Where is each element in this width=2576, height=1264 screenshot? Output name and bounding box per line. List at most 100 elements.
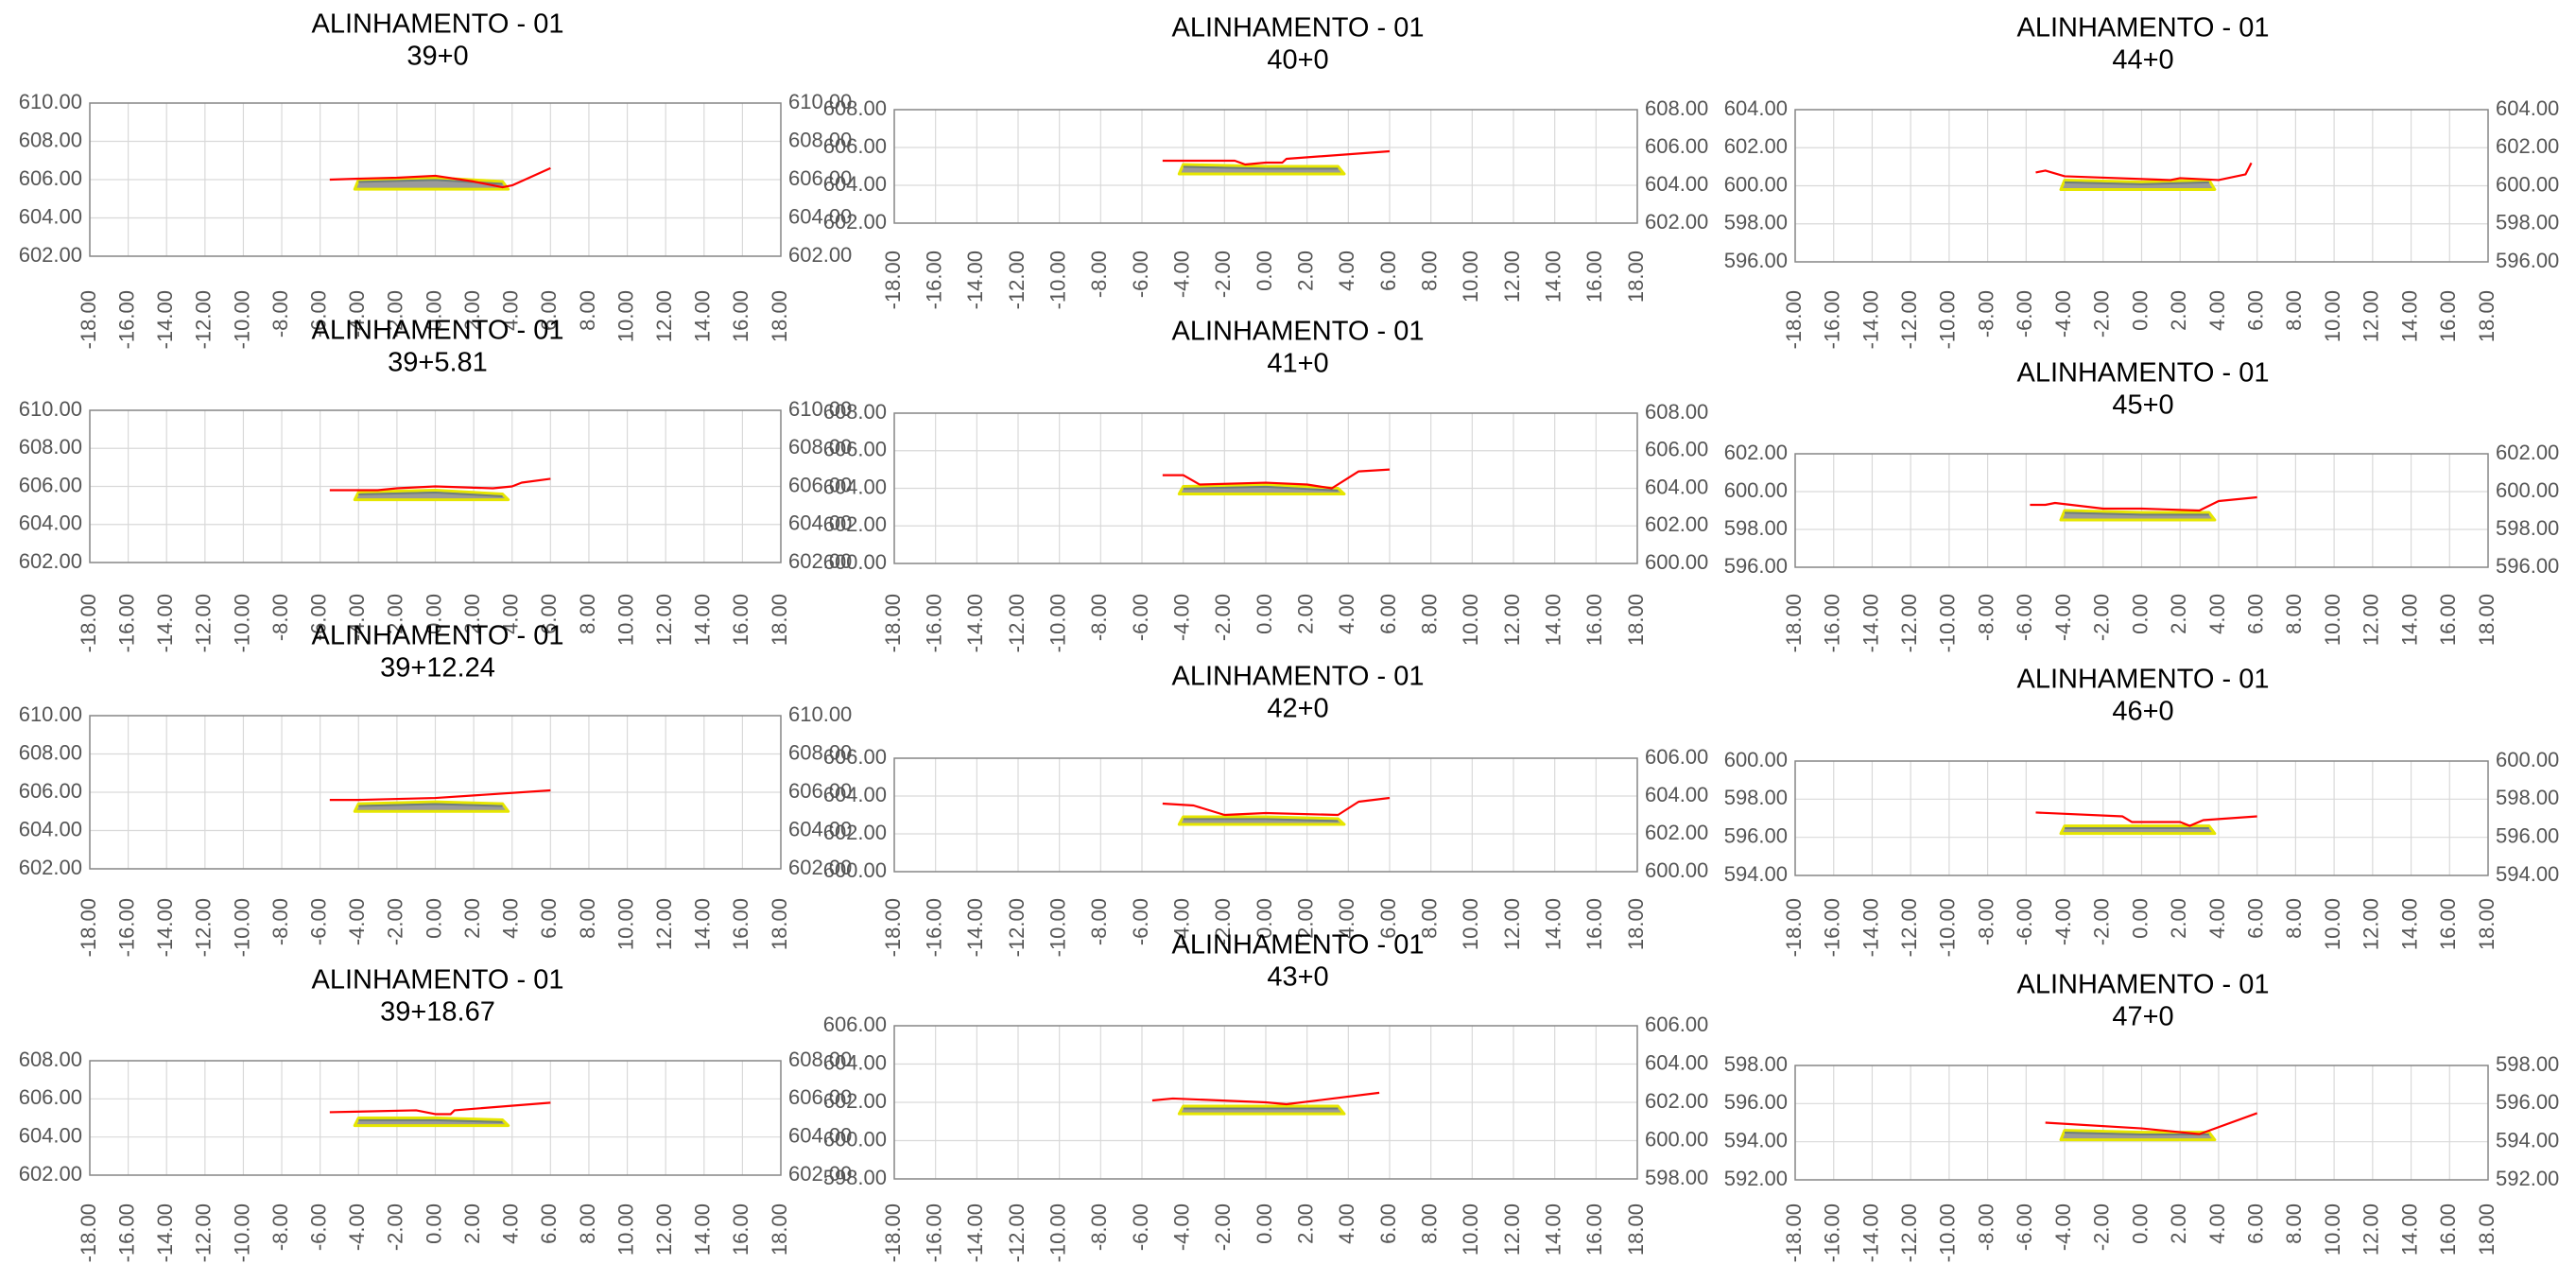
y-tick-label-right: 602.00	[1645, 821, 1708, 844]
platform-layer-line	[1183, 485, 1339, 492]
x-tick-label: 10.00	[1459, 898, 1482, 950]
x-tick-label: -4.00	[1169, 594, 1193, 641]
x-tick-label: 4.00	[2205, 594, 2229, 634]
x-tick-label: 10.00	[1459, 594, 1482, 646]
x-tick-label: 2.00	[2167, 290, 2190, 331]
station-label: 40+0	[1267, 45, 1328, 76]
y-tick-label-right: 602.00	[2496, 134, 2559, 158]
x-tick-label: -8.00	[1087, 594, 1111, 641]
y-tick-label-right: 608.00	[788, 1048, 852, 1071]
x-tick-label: 18.00	[2475, 898, 2498, 950]
x-tick-label: -16.00	[1821, 898, 1844, 957]
x-tick-label: 14.00	[2397, 594, 2421, 646]
station-label: 42+0	[1267, 694, 1328, 724]
x-tick-label: 0.00	[2128, 898, 2152, 939]
x-tick-label: 16.00	[2436, 1203, 2460, 1255]
platform-layer-line	[1183, 165, 1339, 170]
x-tick-label: -6.00	[2013, 290, 2036, 338]
terrain-line	[1162, 468, 1391, 490]
x-tick-label: -10.00	[230, 898, 253, 957]
y-tick-label-right: 606.00	[1645, 134, 1708, 158]
x-tick-label: -8.00	[1974, 1203, 1997, 1251]
x-tick-label: 0.00	[422, 290, 445, 331]
y-tick-label-left: 604.00	[19, 817, 82, 840]
x-tick-label: 12.00	[2360, 594, 2383, 646]
chart-title: ALINHAMENTO - 01	[1172, 930, 1425, 961]
y-tick-label-left: 594.00	[1724, 1128, 1788, 1151]
terrain-line	[329, 477, 551, 492]
x-tick-label: -12.00	[1897, 594, 1921, 652]
x-tick-label: 16.00	[2436, 898, 2460, 950]
station-label: 39+0	[406, 42, 468, 72]
x-tick-label: 12.00	[2360, 898, 2383, 950]
x-tick-label: -18.00	[1782, 594, 1806, 652]
y-tick-label-left: 598.00	[1724, 1052, 1788, 1076]
x-tick-label: 8.00	[576, 290, 599, 331]
y-tick-label-right: 602.00	[1645, 210, 1708, 234]
x-tick-label: -8.00	[268, 594, 292, 641]
plot-frame	[893, 757, 1638, 873]
x-tick-label: 6.00	[1376, 1203, 1400, 1244]
x-tick-label: 14.00	[1541, 594, 1565, 646]
x-tick-label: 14.00	[1541, 251, 1565, 303]
x-tick-label: 18.00	[1624, 594, 1648, 646]
x-tick-label: 10.00	[614, 898, 637, 950]
x-tick-label: 18.00	[2475, 594, 2498, 646]
x-tick-label: 8.00	[576, 1203, 599, 1244]
plot-frame	[893, 109, 1638, 224]
x-tick-label: 6.00	[537, 594, 561, 634]
x-tick-label: 2.00	[460, 898, 484, 939]
x-tick-label: 6.00	[537, 290, 561, 331]
x-tick-label: 8.00	[2282, 898, 2306, 939]
x-tick-label: 10.00	[1459, 1203, 1482, 1255]
x-tick-label: 10.00	[2321, 1203, 2344, 1255]
x-tick-label: -8.00	[268, 898, 292, 945]
station-label: 46+0	[2112, 697, 2173, 727]
x-tick-label: 12.00	[652, 594, 676, 646]
x-tick-label: -10.00	[230, 1203, 253, 1262]
x-tick-label: -4.00	[1169, 251, 1193, 298]
x-tick-label: 16.00	[729, 594, 752, 646]
y-tick-label-right: 604.00	[1645, 475, 1708, 498]
x-tick-label: -14.00	[153, 594, 177, 652]
chart-title: ALINHAMENTO - 01	[1172, 13, 1425, 43]
x-tick-label: 8.00	[2282, 594, 2306, 634]
x-tick-label: 18.00	[768, 594, 791, 646]
chart-title: ALINHAMENTO - 01	[312, 965, 564, 996]
chart-title: ALINHAMENTO - 01	[312, 621, 564, 651]
x-tick-label: 16.00	[1582, 1203, 1606, 1255]
y-tick-label-left: 600.00	[1724, 748, 1788, 771]
y-tick-label-left: 606.00	[19, 166, 82, 190]
x-tick-label: -18.00	[77, 898, 100, 957]
x-tick-label: -8.00	[268, 290, 292, 338]
terrain-line	[329, 788, 551, 802]
x-tick-label: 6.00	[2243, 290, 2267, 331]
terrain-line	[1162, 149, 1391, 166]
x-tick-label: -18.00	[881, 1203, 905, 1262]
y-tick-label-left: 608.00	[19, 1048, 82, 1071]
x-tick-label: -14.00	[1859, 594, 1882, 652]
y-tick-label-right: 594.00	[2496, 1128, 2559, 1151]
x-tick-label: 18.00	[1624, 1203, 1648, 1255]
y-tick-label-right: 606.00	[1645, 745, 1708, 769]
y-tick-label-left: 604.00	[823, 1050, 887, 1074]
y-tick-label-left: 608.00	[823, 400, 887, 424]
x-tick-label: -12.00	[192, 594, 216, 652]
y-tick-label-left: 602.00	[1724, 134, 1788, 158]
x-tick-label: 12.00	[2360, 290, 2383, 342]
x-tick-label: -10.00	[230, 290, 253, 349]
platform-section	[1177, 1104, 1346, 1116]
x-tick-label: 8.00	[2282, 1203, 2306, 1244]
x-tick-label: 10.00	[2321, 898, 2344, 950]
x-tick-label: -4.00	[345, 594, 369, 641]
y-tick-label-right: 602.00	[1645, 1089, 1708, 1113]
x-tick-label: 14.00	[1541, 898, 1565, 950]
x-tick-label: -8.00	[1087, 1203, 1111, 1251]
y-tick-label-right: 608.00	[788, 740, 852, 764]
y-tick-label-right: 604.00	[1645, 1050, 1708, 1074]
x-tick-label: 0.00	[1253, 251, 1276, 291]
y-tick-label-right: 602.00	[788, 549, 852, 573]
